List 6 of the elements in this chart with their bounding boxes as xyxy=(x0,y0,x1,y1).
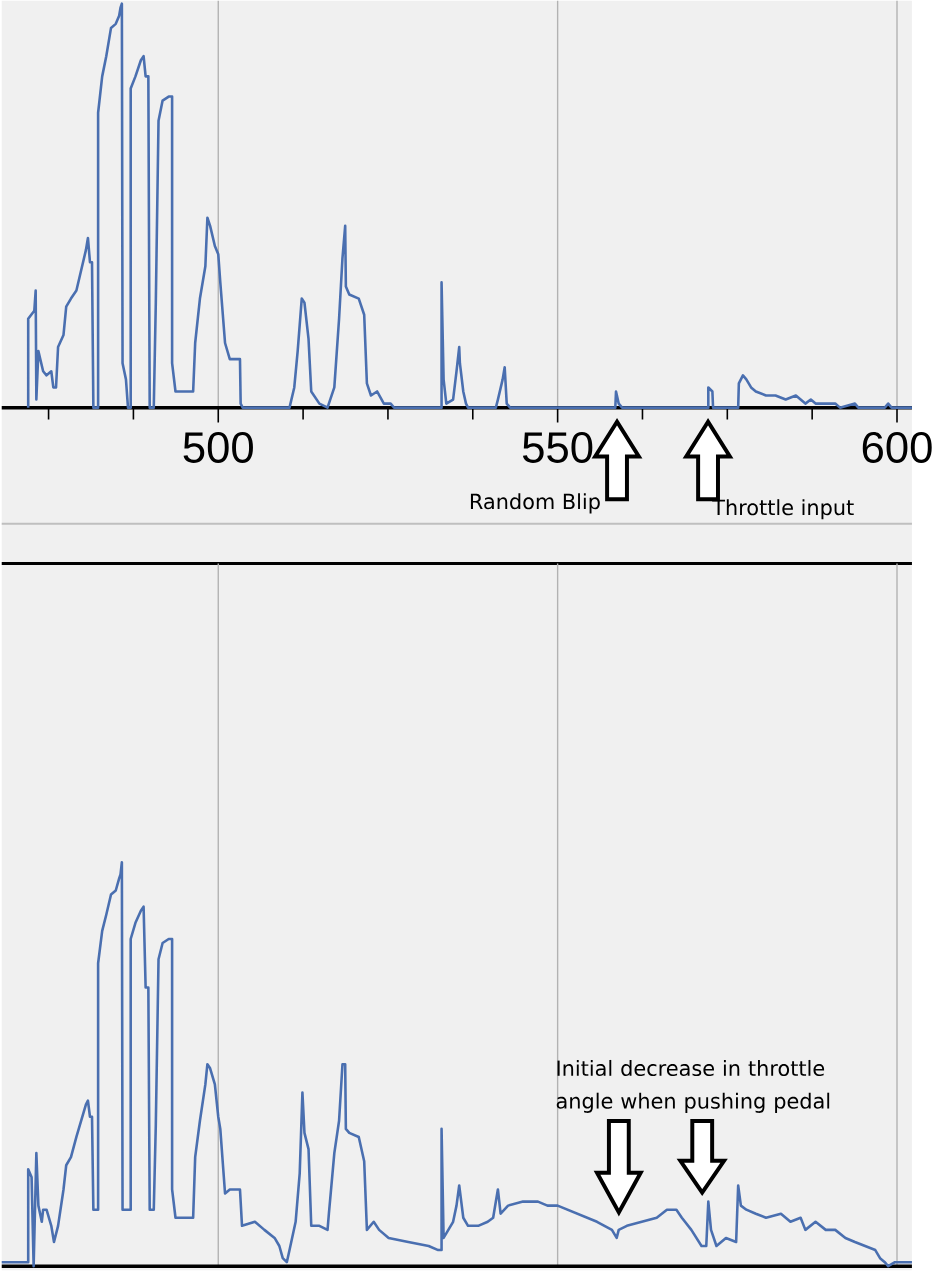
x-tick-label: 500 xyxy=(183,431,254,463)
text: Random Blip xyxy=(471,493,600,514)
x-tick-label: 550 xyxy=(523,431,593,463)
x-tick-label: 600 xyxy=(862,431,932,463)
text: Throttle input xyxy=(712,499,854,520)
annotation: Initial decrease in throttle angle when pushing pedal xyxy=(556,1059,830,1113)
